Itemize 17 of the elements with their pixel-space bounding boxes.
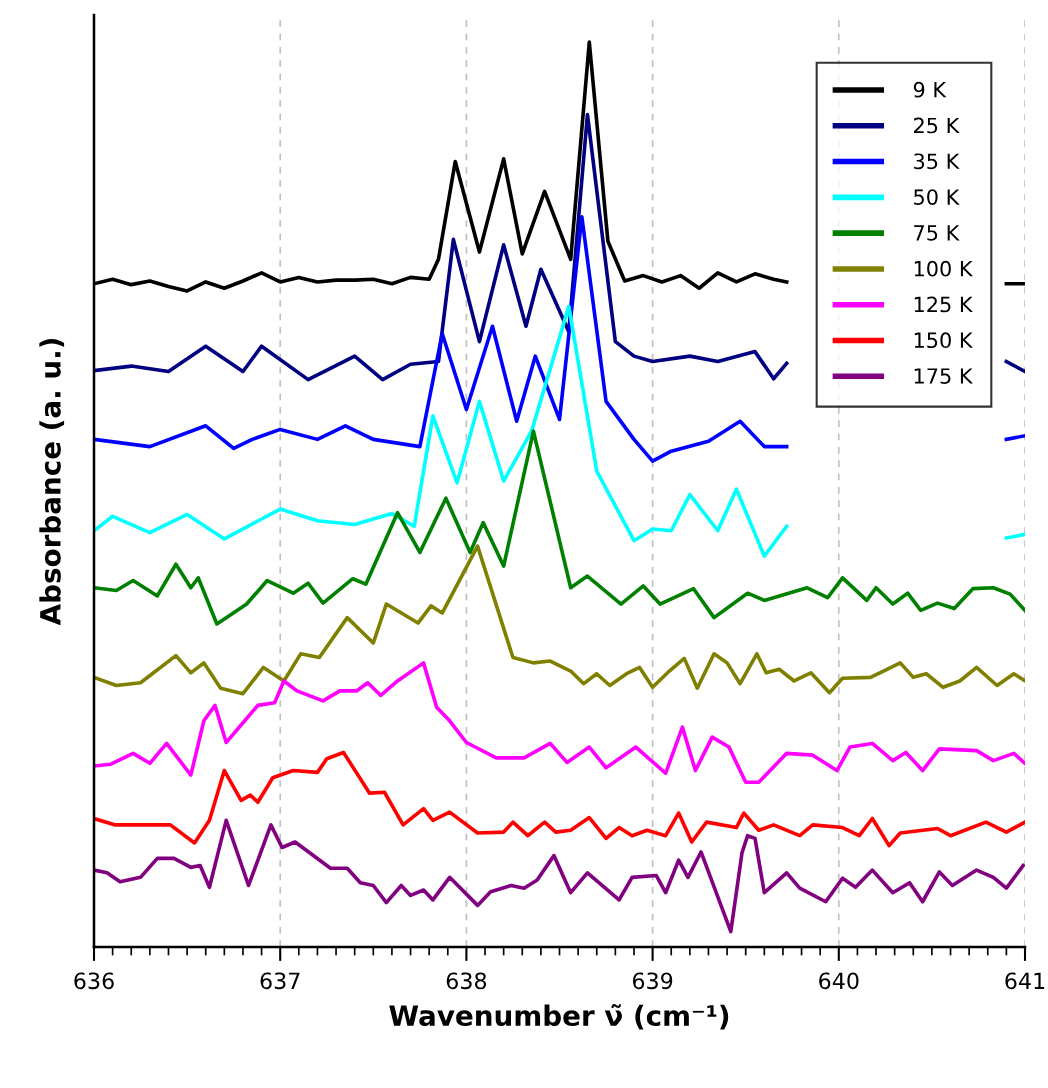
legend-label: 75 K — [914, 225, 960, 241]
legend-label: 100 K — [914, 260, 973, 277]
x-tick-label: 636 — [74, 972, 114, 990]
x-tick-label: 640 — [819, 972, 859, 990]
x-tick-label: 639 — [632, 972, 673, 990]
legend-label: 175 K — [914, 368, 973, 384]
x-tick-label: 637 — [260, 972, 300, 990]
legend-label: 35 K — [914, 153, 960, 170]
legend-label: 125 K — [914, 296, 973, 313]
x-tick-label: 641 — [1005, 972, 1045, 990]
legend-label: 9 K — [913, 81, 947, 98]
legend-label: 150 K — [914, 332, 973, 349]
x-axis-title: Wavenumber ν̃ (cm⁻¹) — [389, 1004, 729, 1030]
legend-label: 25 K — [914, 117, 960, 134]
y-axis-title: Absorbance (a. u.) — [39, 339, 65, 626]
legend-label: 50 K — [914, 189, 960, 205]
x-tick-label: 638 — [446, 972, 487, 990]
